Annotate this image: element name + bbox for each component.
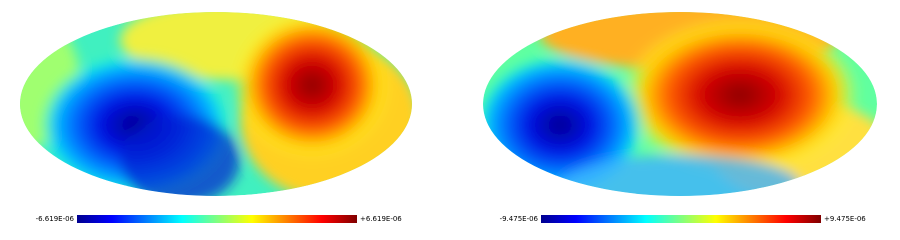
colorbar-min-label: -6.619E-06 — [36, 215, 75, 223]
colorbar-min-label: -9.475E-06 — [500, 215, 539, 223]
colorbar — [541, 215, 821, 223]
sky-map — [20, 12, 412, 196]
colorbar — [77, 215, 357, 223]
colorbar-max-label: +6.619E-06 — [360, 215, 402, 223]
sky-map — [483, 12, 877, 196]
colorbar-max-label: +9.475E-06 — [824, 215, 866, 223]
